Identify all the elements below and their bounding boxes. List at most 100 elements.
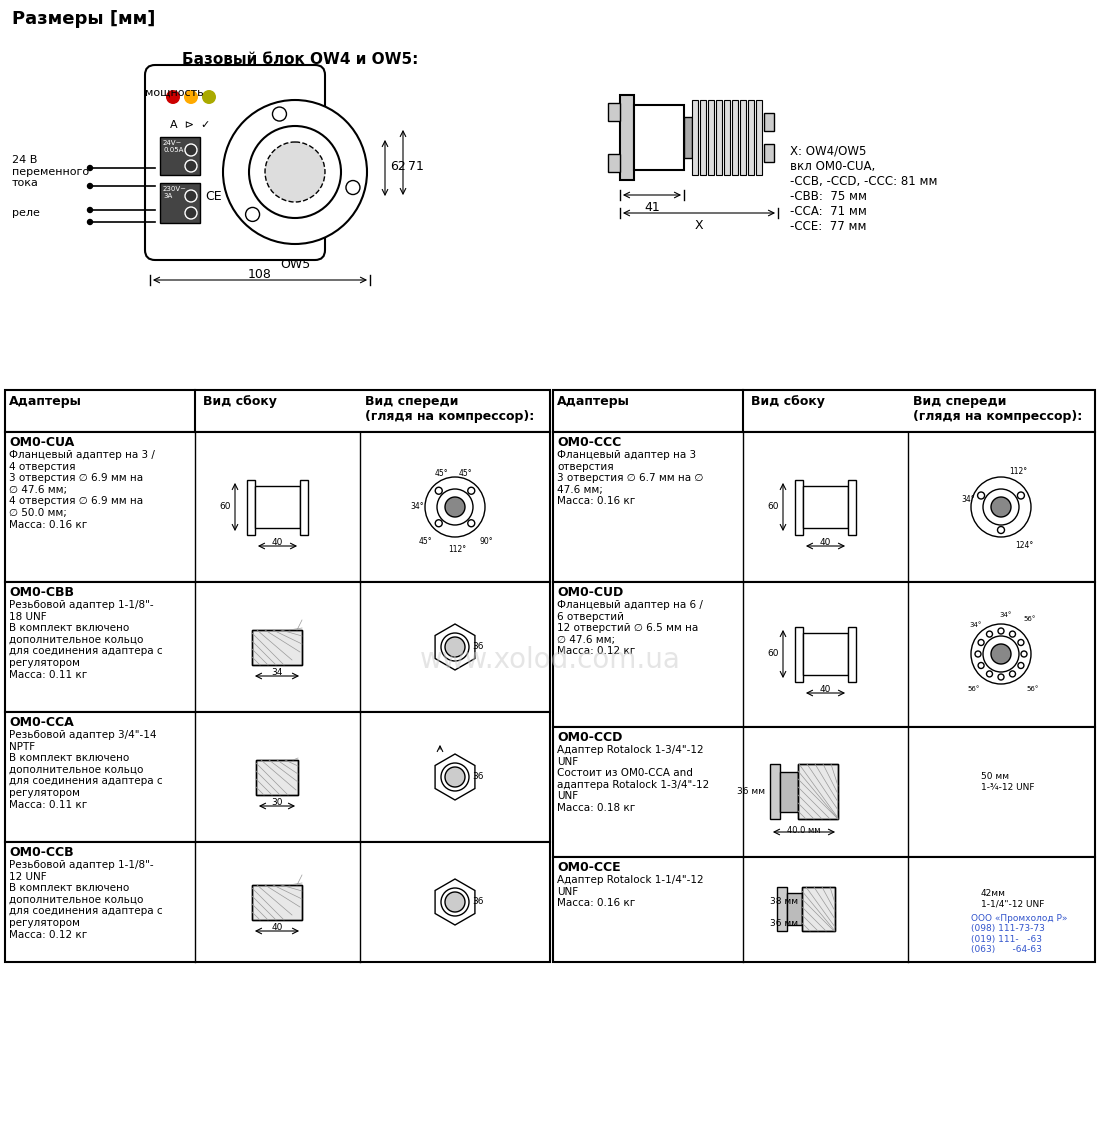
Text: ООО «Промхолод Р»
(098) 111-73-73
(019) 111-   -63
(063)      -64-63: ООО «Промхолод Р» (098) 111-73-73 (019) …: [971, 914, 1067, 954]
Text: Вид сбоку: Вид сбоку: [204, 395, 277, 408]
Text: OW5: OW5: [280, 259, 310, 271]
Text: OM0-CBB: OM0-CBB: [9, 586, 74, 599]
Text: мощность: мощность: [145, 88, 204, 98]
Polygon shape: [436, 879, 475, 925]
Text: 40.0 мм: 40.0 мм: [788, 826, 821, 835]
Text: 56°: 56°: [967, 686, 979, 692]
Circle shape: [446, 892, 465, 912]
Circle shape: [185, 144, 197, 156]
Circle shape: [971, 624, 1031, 684]
Text: 230V~
3A: 230V~ 3A: [163, 186, 187, 198]
Circle shape: [468, 519, 475, 527]
Text: 24 В
переменного
тока: 24 В переменного тока: [12, 155, 89, 188]
Text: 56°: 56°: [1023, 616, 1035, 623]
Circle shape: [185, 191, 197, 202]
Text: 108: 108: [249, 268, 272, 281]
Text: 112°: 112°: [1009, 467, 1027, 476]
Text: 112°: 112°: [448, 545, 466, 555]
Text: 36: 36: [472, 642, 484, 651]
Bar: [255, 486, 300, 528]
Text: (глядя на компрессор):: (глядя на компрессор):: [913, 411, 1082, 423]
Text: реле: реле: [12, 208, 40, 218]
Circle shape: [346, 180, 360, 195]
Circle shape: [437, 489, 473, 525]
Text: Вид сбоку: Вид сбоку: [751, 395, 825, 408]
Text: Фланцевый адаптер на 3
отверстия
3 отверстия ∅ 6.7 мм на ∅
47.6 мм;
Масса: 0.16 : Фланцевый адаптер на 3 отверстия 3 отвер…: [557, 450, 703, 507]
Text: 36: 36: [472, 897, 484, 906]
Text: Размеры [мм]: Размеры [мм]: [12, 10, 155, 28]
Bar: [248, 480, 255, 535]
Bar: [795, 480, 803, 535]
Bar: [553, 582, 1094, 727]
Circle shape: [249, 126, 341, 218]
Circle shape: [166, 90, 180, 104]
Bar: [620, 95, 634, 180]
Text: Адаптер Rotalock 1-3/4"-12
UNF
Состоит из OM0-CCA and
адаптера Rotalock 1-3/4"-1: Адаптер Rotalock 1-3/4"-12 UNF Состоит и…: [557, 745, 710, 813]
Circle shape: [88, 166, 92, 170]
Text: OM0-CCD: OM0-CCD: [557, 731, 623, 744]
Text: 24V~
0.05A: 24V~ 0.05A: [163, 139, 184, 153]
Bar: [634, 105, 684, 170]
Bar: [160, 183, 200, 223]
Bar: [802, 887, 835, 931]
Text: 30: 30: [272, 798, 283, 807]
Text: X: X: [695, 219, 703, 232]
Bar: [6, 582, 550, 712]
Text: Базовый блок OW4 и OW5:: Базовый блок OW4 и OW5:: [182, 52, 418, 67]
Circle shape: [987, 632, 992, 637]
Text: Фланцевый адаптер на 3 /
4 отверстия
3 отверстия ∅ 6.9 мм на
∅ 47.6 мм;
4 отверс: Фланцевый адаптер на 3 / 4 отверстия 3 о…: [9, 450, 155, 530]
Circle shape: [991, 497, 1011, 517]
Text: 90°: 90°: [480, 538, 494, 545]
Bar: [798, 764, 838, 819]
Circle shape: [1018, 640, 1024, 645]
Text: OM0-CCC: OM0-CCC: [557, 435, 622, 449]
Text: 34: 34: [272, 668, 283, 677]
Text: A  ⊳  ✓: A ⊳ ✓: [170, 120, 210, 130]
Circle shape: [88, 208, 92, 212]
Text: Адаптеры: Адаптеры: [9, 395, 81, 408]
FancyBboxPatch shape: [145, 65, 324, 260]
Circle shape: [446, 637, 465, 657]
Circle shape: [975, 651, 981, 657]
Bar: [6, 712, 550, 843]
Circle shape: [971, 477, 1031, 538]
Text: Резьбовой адаптер 3/4"-14
NPTF
В комплект включено
дополнительное кольцо
для сое: Резьбовой адаптер 3/4"-14 NPTF В комплек…: [9, 730, 163, 810]
Bar: [740, 100, 746, 175]
Text: X: OW4/OW5
вкл OM0-CUA,
-CCB, -CCD, -CCC: 81 мм
-CBB:  75 мм
-CCA:  71 мм
-CCE: : X: OW4/OW5 вкл OM0-CUA, -CCB, -CCD, -CCC…: [790, 145, 937, 232]
Bar: [684, 117, 692, 158]
Text: OM0-CUA: OM0-CUA: [9, 435, 75, 449]
Circle shape: [441, 888, 469, 916]
Text: 38 мм: 38 мм: [770, 897, 799, 906]
Bar: [553, 857, 1094, 962]
Text: 60: 60: [768, 649, 779, 658]
Bar: [756, 100, 762, 175]
Bar: [256, 760, 298, 795]
Text: 45°: 45°: [459, 469, 472, 479]
Text: 36: 36: [472, 772, 484, 781]
Circle shape: [998, 526, 1004, 533]
Text: Адаптер Rotalock 1-1/4"-12
UNF
Масса: 0.16 кг: Адаптер Rotalock 1-1/4"-12 UNF Масса: 0.…: [557, 875, 704, 908]
Text: Фланцевый адаптер на 6 /
6 отверстий
12 отверстий ∅ 6.5 мм на
∅ 47.6 мм;
Масса: : Фланцевый адаптер на 6 / 6 отверстий 12 …: [557, 600, 703, 657]
Circle shape: [978, 662, 984, 669]
Text: 40: 40: [820, 538, 830, 547]
Circle shape: [468, 488, 475, 494]
Circle shape: [446, 767, 465, 787]
Bar: [803, 486, 848, 528]
Text: Адаптеры: Адаптеры: [557, 395, 630, 408]
Bar: [6, 432, 550, 582]
Text: (глядя на компрессор):: (глядя на компрессор):: [365, 411, 535, 423]
Circle shape: [987, 671, 992, 677]
Circle shape: [983, 489, 1019, 525]
Text: 60: 60: [219, 502, 231, 511]
Text: 45°: 45°: [418, 538, 432, 545]
Bar: [770, 764, 780, 819]
Circle shape: [88, 220, 92, 225]
Bar: [802, 887, 835, 931]
Circle shape: [983, 636, 1019, 672]
Circle shape: [265, 142, 324, 202]
Bar: [553, 432, 1094, 582]
Text: OM0-CUD: OM0-CUD: [557, 586, 624, 599]
Bar: [732, 100, 738, 175]
Circle shape: [184, 90, 198, 104]
Bar: [724, 100, 730, 175]
